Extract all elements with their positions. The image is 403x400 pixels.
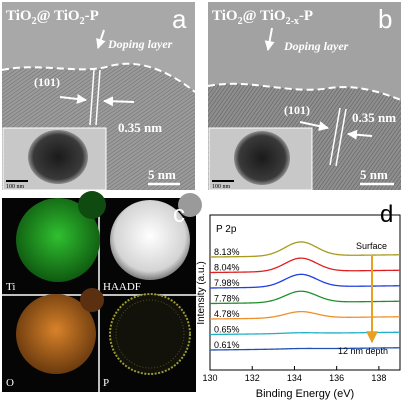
xps-series-label: 7.78% [214, 294, 240, 304]
eds-map-ti-particle-secondary [78, 191, 106, 219]
eds-map-haadf-particle-secondary [178, 193, 202, 217]
xps-tick-group: 130 132 134 136 138 [202, 366, 386, 383]
panel-a-spacing-label: 0.35 nm [118, 120, 162, 135]
xps-series-line [209, 310, 401, 320]
xps-series-group: 8.13% 8.04% 7.98% 7.78% 4.78% 0.65% 0.61% [209, 241, 401, 351]
panel-b-inset-particle [234, 131, 290, 185]
panel-d: 130 132 134 136 138 8.13% 8.04% 7.98% 7.78% 4.78… [196, 201, 401, 400]
eds-map-ti: Ti [6, 191, 106, 293]
eds-map-o-particle [16, 294, 96, 374]
eds-map-p: P [103, 293, 191, 389]
panel-b-right-arrow [347, 129, 373, 140]
xps-x-tick-label: 132 [245, 373, 260, 383]
xps-series-label: 0.65% [214, 325, 240, 335]
panel-b: TiO2@ TiO2-x-P b Doping layer (101) 0.35… [207, 2, 402, 191]
panel-b-fringe-line-2 [335, 108, 347, 167]
xps-series-label: 0.61% [214, 340, 240, 350]
eds-map-haadf: HAADF [103, 193, 202, 293]
panel-b-doping-label: Doping layer [283, 39, 349, 53]
xps-annotation-surface: Surface [356, 241, 387, 251]
panel-c: Ti HAADF O P c [2, 191, 202, 392]
xps-x-tick-label: 136 [329, 373, 344, 383]
eds-map-ti-particle [16, 198, 100, 282]
xps-series-label: 8.04% [214, 263, 240, 273]
xps-plot-area [209, 214, 401, 371]
eds-map-o-particle-secondary [80, 288, 104, 312]
xps-plot-title: P 2p [216, 224, 237, 235]
panel-a-inset-scale-label: 100 nm [6, 184, 25, 190]
panel-b-title: TiO2@ TiO2-x-P [212, 8, 313, 27]
eds-map-o: O [6, 288, 104, 389]
panel-a-fringe-line-1 [89, 69, 95, 126]
xps-series-line [209, 273, 401, 289]
xps-y-axis-label: Intensity (a.u.) [196, 261, 207, 324]
panel-b-inset-scale-label: 100 nm [212, 184, 231, 190]
xps-x-tick-label: 130 [202, 373, 217, 383]
xps-series-label: 4.78% [214, 309, 240, 319]
panel-a-right-arrow [103, 96, 135, 107]
panel-b-fringe-line-1 [329, 107, 341, 166]
panel-a-left-arrow [59, 94, 87, 104]
xps-annotation-depth: 12 nm depth [338, 346, 388, 356]
xps-series-label: 7.98% [214, 278, 240, 288]
xps-x-axis-label: Binding Energy (eV) [256, 388, 354, 400]
panel-a-doping-label: Doping layer [107, 37, 173, 51]
panel-a-plane-label: (101) [34, 75, 60, 89]
panel-b-letter: b [378, 4, 392, 34]
panel-b-scale-label: 5 nm [360, 167, 388, 182]
panel-a-doping-arrow [96, 29, 106, 49]
panel-b-spacing-label: 0.35 nm [352, 110, 396, 125]
eds-map-haadf-particle [110, 200, 190, 280]
eds-map-p-particle-inner [115, 299, 185, 369]
panel-b-left-arrow [299, 121, 329, 132]
panel-c-letter: c [173, 201, 185, 228]
eds-map-ti-label: Ti [6, 281, 15, 293]
panel-a-letter: a [172, 4, 187, 34]
panel-b-plane-label: (101) [284, 103, 310, 117]
eds-map-o-label: O [6, 377, 14, 389]
eds-map-haadf-label: HAADF [103, 281, 141, 293]
panel-a-inset-particle [28, 130, 88, 184]
panel-a-doping-boundary [1, 62, 196, 93]
xps-x-tick-label: 134 [287, 373, 302, 383]
xps-series-line [209, 290, 401, 305]
panel-b-doping-arrow [264, 27, 275, 51]
panel-a-fringe-line-2 [95, 69, 101, 126]
xps-series-label: 8.13% [214, 247, 240, 257]
xps-series-line [209, 347, 401, 351]
panel-d-letter: d [380, 201, 393, 228]
panel-a: TiO2@ TiO2-P a Doping layer (101) 0.35 n… [1, 2, 196, 191]
eds-map-p-particle [109, 293, 191, 375]
xps-series-line [209, 241, 401, 258]
xps-x-tick-label: 138 [371, 373, 386, 383]
panel-a-scale-label: 5 nm [148, 167, 176, 182]
panel-a-title: TiO2@ TiO2-P [6, 8, 99, 27]
eds-map-p-label: P [103, 377, 109, 389]
xps-series-line [209, 257, 401, 274]
